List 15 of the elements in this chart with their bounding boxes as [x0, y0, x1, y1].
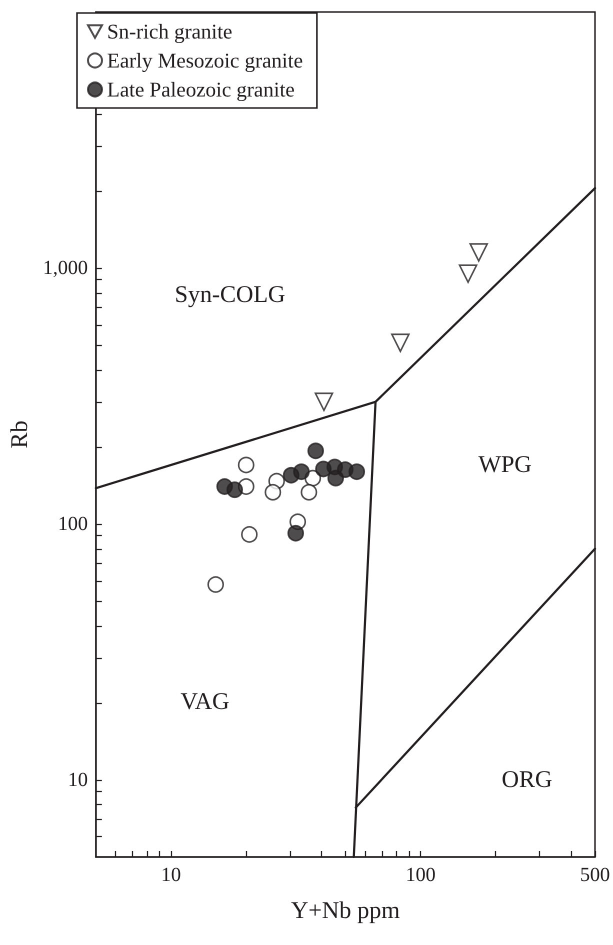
x-tick-label: 500	[580, 864, 610, 886]
annotation: Syn-COLG	[174, 282, 286, 308]
y-tick-label: 100	[58, 512, 88, 535]
legend-label: Early Mesozoic granite	[107, 48, 303, 72]
annotation: WPG	[478, 452, 532, 478]
x-tick-label: 100	[406, 864, 436, 886]
x-tick-label: 10	[161, 864, 182, 886]
annotation: ORG	[502, 767, 552, 793]
legend-label: Late Paleozoic granite	[107, 78, 295, 102]
y-tick-label: 1,000	[42, 256, 88, 279]
legend-label: Sn-rich granite	[107, 20, 232, 44]
y-axis-title: Rb	[7, 420, 33, 449]
y-tick-label: 10	[68, 768, 88, 791]
x-axis-title: Y+Nb ppm	[291, 898, 400, 924]
annotation: VAG	[180, 689, 230, 715]
